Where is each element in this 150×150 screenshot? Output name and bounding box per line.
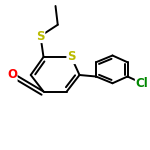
Text: S: S: [36, 30, 45, 42]
Text: Cl: Cl: [135, 77, 148, 90]
Text: S: S: [67, 51, 75, 63]
Text: O: O: [7, 69, 17, 81]
